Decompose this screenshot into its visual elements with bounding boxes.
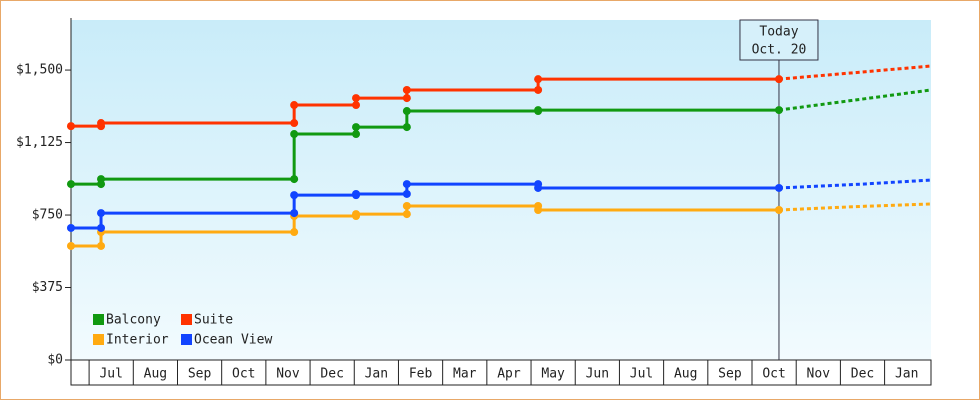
- price-point: [290, 191, 299, 200]
- legend-swatch: [93, 314, 104, 325]
- x-tick-label: Oct: [762, 367, 785, 382]
- price-point: [66, 223, 75, 232]
- price-point: [352, 101, 361, 110]
- price-point: [774, 75, 783, 84]
- y-tick-label: $0: [47, 353, 63, 368]
- y-tick-label: $1,500: [16, 63, 63, 78]
- price-point: [774, 183, 783, 192]
- legend-label: Interior: [106, 333, 169, 348]
- price-point: [97, 241, 106, 250]
- price-point: [352, 94, 361, 103]
- x-tick-label: Oct: [232, 367, 255, 382]
- y-tick-label: $1,125: [16, 135, 63, 150]
- price-point: [97, 223, 106, 232]
- x-tick-label: Sep: [718, 367, 742, 382]
- x-tick-label: Nov: [276, 367, 300, 382]
- price-point: [66, 180, 75, 189]
- price-point: [774, 206, 783, 215]
- price-point: [290, 119, 299, 128]
- x-tick-label: Jan: [365, 367, 388, 382]
- price-point: [290, 130, 299, 139]
- x-tick-label: Dec: [851, 367, 874, 382]
- x-tick-label: Nov: [807, 367, 831, 382]
- plot-area: [71, 20, 931, 360]
- price-point: [66, 241, 75, 250]
- price-point: [352, 130, 361, 139]
- price-point: [97, 175, 106, 184]
- legend-label: Balcony: [106, 313, 161, 328]
- price-point: [66, 122, 75, 131]
- price-point: [352, 123, 361, 132]
- x-tick-label: Aug: [144, 367, 167, 382]
- price-point: [402, 180, 411, 189]
- forecast-line: [778, 88, 932, 112]
- x-tick-label: Aug: [674, 367, 697, 382]
- forecast-line: [778, 64, 932, 81]
- forecast-line: [778, 178, 932, 190]
- price-point: [402, 189, 411, 198]
- legend-swatch: [93, 334, 104, 345]
- legend-swatch: [181, 314, 192, 325]
- price-point: [402, 107, 411, 116]
- legend-label: Ocean View: [194, 333, 272, 348]
- x-tick-label: Feb: [409, 367, 433, 382]
- price-point: [352, 189, 361, 198]
- x-tick-label: Apr: [497, 367, 521, 382]
- price-point: [774, 106, 783, 115]
- price-point: [402, 85, 411, 94]
- price-point: [290, 228, 299, 237]
- y-tick-label: $750: [32, 208, 63, 223]
- price-point: [534, 106, 543, 115]
- x-tick-label: Jan: [895, 367, 918, 382]
- price-point: [402, 94, 411, 103]
- today-box: [739, 19, 819, 61]
- price-point: [402, 210, 411, 219]
- price-point: [97, 209, 106, 218]
- x-tick-label: Jul: [99, 367, 122, 382]
- today-label: Today: [759, 25, 798, 40]
- x-tick-label: Dec: [320, 367, 343, 382]
- x-tick-label: Mar: [453, 367, 477, 382]
- today-label: Oct. 20: [752, 43, 807, 58]
- price-point: [402, 201, 411, 210]
- price-point: [534, 85, 543, 94]
- y-tick-label: $375: [32, 280, 63, 295]
- price-point: [534, 206, 543, 215]
- price-point: [290, 175, 299, 184]
- x-tick-label: Jul: [630, 367, 653, 382]
- x-tick-label: Sep: [188, 367, 212, 382]
- price-point: [290, 101, 299, 110]
- x-tick-label: May: [541, 367, 565, 382]
- legend-swatch: [181, 334, 192, 345]
- x-axis-band: [70, 359, 932, 386]
- price-point: [352, 210, 361, 219]
- forecast-line: [778, 202, 932, 212]
- legend-label: Suite: [194, 313, 233, 328]
- price-point: [534, 75, 543, 84]
- price-point: [402, 123, 411, 132]
- price-point: [534, 183, 543, 192]
- x-tick-label: Jun: [586, 367, 609, 382]
- price-point: [97, 119, 106, 128]
- price-point: [290, 209, 299, 218]
